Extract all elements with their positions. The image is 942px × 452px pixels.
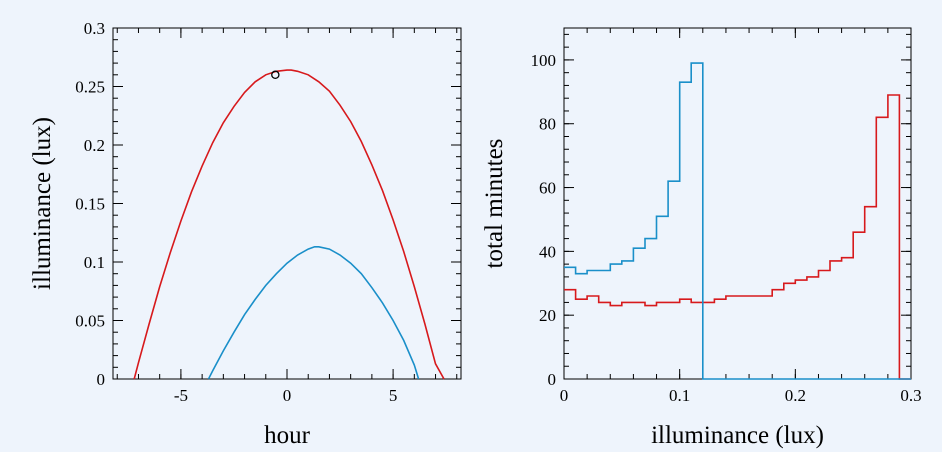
x-tick-label: 0.2	[785, 386, 806, 405]
y-tick-label: 0.05	[75, 312, 105, 331]
y-tick-label: 0.15	[75, 195, 105, 214]
y-tick-label: 100	[531, 51, 557, 70]
x-tick-label: 0.1	[669, 386, 690, 405]
x-tick-label: 0.3	[900, 386, 921, 405]
y-tick-label: 20	[539, 306, 556, 325]
y-tick-label: 0.1	[84, 253, 105, 272]
y-tick-label: 0	[97, 370, 106, 389]
x-tick-label: -5	[174, 386, 188, 405]
series-line-1	[207, 246, 420, 380]
y-tick-label: 0.3	[84, 19, 105, 38]
histogram-step-1	[564, 62, 911, 380]
y-tick-label: 0.25	[75, 78, 105, 97]
right-chart-minutes-histogram: 0 0.1 0.2 0.3 0 20 40 60 80 100 illuminance (lux) t…	[481, 27, 922, 449]
plot-frame	[563, 27, 912, 380]
x-axis-title: illuminance (lux)	[651, 422, 824, 449]
left-chart-illuminance-vs-hour: -5 0 5 0 0.05 0.1 0.15 0.2 0.25 0.3 hour illuminanc…	[29, 19, 462, 449]
peak-marker	[271, 70, 280, 80]
y-tick-label: 80	[539, 115, 556, 134]
x-axis-title: hour	[264, 422, 311, 449]
y-axis-title: illuminance (lux)	[29, 117, 56, 290]
y-tick-label: 0	[548, 370, 557, 389]
x-tick-label: 0	[560, 386, 569, 405]
histogram-step-0	[564, 94, 911, 380]
x-tick-label: 0	[283, 386, 292, 405]
y-tick-label: 0.2	[84, 136, 105, 155]
series-line-0	[133, 69, 445, 380]
y-axis-title: total minutes	[481, 139, 508, 269]
y-tick-label: 40	[539, 242, 556, 261]
plot-frame	[112, 27, 462, 380]
y-tick-label: 60	[539, 179, 556, 198]
x-tick-label: 5	[389, 386, 398, 405]
